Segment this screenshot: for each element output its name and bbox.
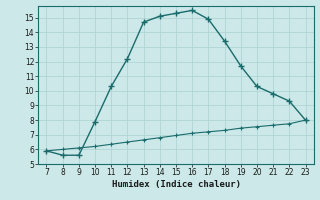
X-axis label: Humidex (Indice chaleur): Humidex (Indice chaleur) [111, 180, 241, 189]
